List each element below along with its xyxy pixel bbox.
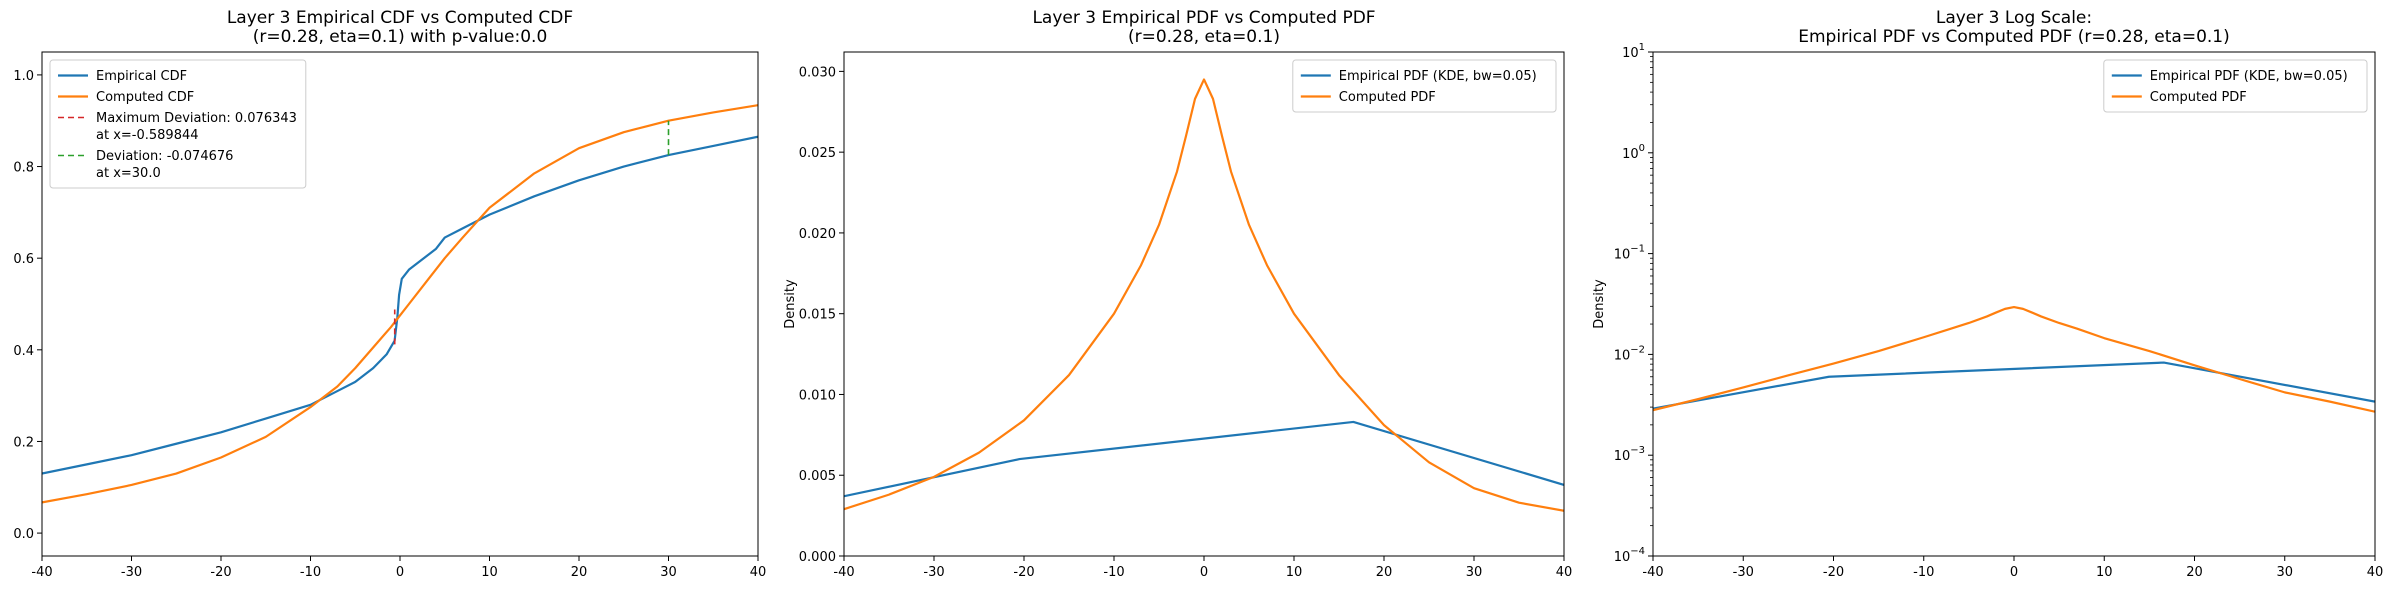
axes-frame	[843, 51, 1565, 557]
y-tick-label: 0.0	[13, 527, 34, 542]
y-axis-label: Density	[783, 279, 798, 329]
legend-label-4: Deviation: -0.074676	[96, 149, 233, 164]
legend: Empirical PDF (KDE, bw=0.05) Computed PDF	[2103, 59, 2368, 113]
series-line-1	[42, 135, 758, 475]
x-tick-label: -40	[31, 565, 52, 580]
x-tick-label: -30	[121, 565, 142, 580]
x-tick-label: -40	[833, 565, 854, 580]
axes-frame	[1652, 51, 2376, 557]
y-tick-label: 0.020	[799, 227, 836, 242]
x-tick-label: -20	[1823, 565, 1844, 580]
axes-frame	[41, 51, 759, 557]
legend-label-2: Computed PDF	[2150, 90, 2247, 105]
y-tick-label: 0.015	[799, 308, 836, 323]
y-tick-label: 10−2	[1614, 344, 1645, 363]
x-tick-label: -20	[1013, 565, 1034, 580]
legend-box	[49, 59, 307, 189]
x-tick-label: 20	[571, 565, 588, 580]
x-tick-label: 10	[1286, 565, 1303, 580]
y-tick-label: 0.4	[13, 344, 34, 359]
y-tick-label: 0.6	[13, 252, 34, 267]
legend-box	[2103, 59, 2368, 113]
legend-label-2: Computed CDF	[96, 90, 194, 105]
x-tick-label: -40	[1642, 565, 1663, 580]
y-tick-label: 0.8	[13, 161, 34, 176]
x-tick-label: -10	[1103, 565, 1124, 580]
series-line-1	[1653, 361, 2375, 410]
x-tick-label: 40	[2367, 565, 2384, 580]
chart-title-line-2: (r=0.28, eta=0.1)	[1128, 27, 1280, 47]
x-tick-label: -10	[1913, 565, 1934, 580]
legend-label-3: at x=-0.589844	[96, 128, 199, 143]
y-tick-label: 0.025	[799, 146, 836, 161]
chart-title-line-2: (r=0.28, eta=0.1) with p-value:0.0	[253, 27, 548, 47]
legend-label-1: Empirical CDF	[96, 69, 187, 84]
x-tick-label: -30	[1733, 565, 1754, 580]
x-tick-label: 0	[396, 565, 404, 580]
x-tick-label: 10	[481, 565, 498, 580]
legend-label-2: Computed PDF	[1339, 90, 1436, 105]
y-tick-label: 0.010	[799, 388, 836, 403]
chart-title-line-1: Layer 3 Log Scale:	[1936, 8, 2092, 28]
series-line-2	[1653, 305, 2375, 413]
legend-label-1: Empirical PDF (KDE, bw=0.05)	[1339, 69, 1537, 84]
legend-label-4: at x=30.0	[96, 166, 161, 181]
y-tick-label: 10−3	[1614, 445, 1645, 464]
chart-title-line-1: Layer 3 Empirical PDF vs Computed PDF	[1032, 8, 1375, 28]
x-tick-label: -10	[300, 565, 321, 580]
legend-box	[1292, 59, 1557, 113]
series-line-2	[42, 104, 758, 504]
legend: Empirical CDF Computed CDF Maximum Deviati…	[49, 59, 307, 189]
series-line-1	[844, 420, 1564, 498]
chart-panel-3: Layer 3 Log Scale:Empirical PDF vs Compu…	[1592, 8, 2383, 580]
y-tick-label: 10−1	[1614, 244, 1645, 263]
x-tick-label: 40	[750, 565, 767, 580]
y-tick-label: 101	[1622, 42, 1645, 61]
chart-panel-1: Layer 3 Empirical CDF vs Computed CDF(r=…	[13, 8, 766, 580]
y-tick-label: 100	[1622, 143, 1645, 162]
x-tick-label: 20	[2186, 565, 2203, 580]
x-tick-label: 10	[2096, 565, 2113, 580]
y-tick-label: 0.000	[799, 550, 836, 565]
chart-panel-2: Layer 3 Empirical PDF vs Computed PDF(r=…	[783, 8, 1572, 580]
x-tick-label: 30	[660, 565, 677, 580]
y-axis-label: Density	[1592, 279, 1607, 329]
chart-title-line-2: Empirical PDF vs Computed PDF (r=0.28, e…	[1798, 27, 2229, 47]
y-tick-label: 10−4	[1614, 546, 1645, 565]
chart-title-line-1: Layer 3 Empirical CDF vs Computed CDF	[227, 8, 573, 28]
legend: Empirical PDF (KDE, bw=0.05) Computed PDF	[1292, 59, 1557, 113]
x-tick-label: -30	[923, 565, 944, 580]
x-tick-label: 0	[2010, 565, 2018, 580]
y-tick-label: 0.030	[799, 65, 836, 80]
legend-label-1: Empirical PDF (KDE, bw=0.05)	[2150, 69, 2348, 84]
x-tick-label: 0	[1200, 565, 1208, 580]
y-tick-label: 0.2	[13, 435, 34, 450]
y-tick-label: 0.005	[799, 469, 836, 484]
x-tick-label: 30	[2276, 565, 2293, 580]
x-tick-label: 30	[1466, 565, 1483, 580]
y-tick-label: 1.0	[13, 69, 34, 84]
series-line-2	[844, 78, 1564, 512]
x-tick-label: 40	[1556, 565, 1573, 580]
x-tick-label: -20	[210, 565, 231, 580]
legend-label-3: Maximum Deviation: 0.076343	[96, 111, 297, 126]
x-tick-label: 20	[1376, 565, 1393, 580]
